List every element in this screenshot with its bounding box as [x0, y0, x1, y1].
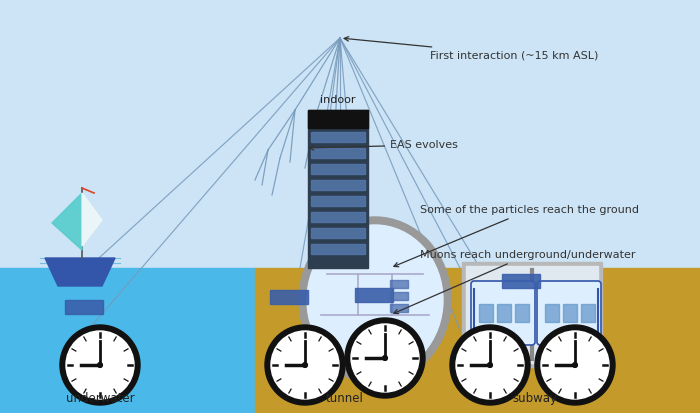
Bar	[311, 132, 365, 142]
Bar	[311, 244, 365, 254]
Bar	[311, 196, 365, 206]
Bar	[0, 0, 700, 268]
Circle shape	[488, 363, 492, 368]
Bar	[479, 304, 493, 322]
Bar	[545, 304, 559, 322]
Text: tunnel: tunnel	[326, 392, 364, 405]
Circle shape	[383, 356, 387, 361]
Bar	[311, 228, 365, 238]
Bar	[581, 304, 595, 322]
Bar	[390, 280, 408, 288]
Circle shape	[541, 331, 609, 399]
Bar	[308, 110, 368, 268]
Circle shape	[302, 363, 307, 368]
FancyBboxPatch shape	[471, 281, 535, 345]
Bar	[270, 290, 308, 304]
Bar	[311, 164, 365, 174]
Text: indoor: indoor	[321, 95, 356, 105]
Bar	[466, 266, 598, 363]
Circle shape	[265, 325, 345, 405]
Circle shape	[60, 325, 140, 405]
Bar	[255, 268, 700, 413]
Bar	[390, 292, 408, 300]
Ellipse shape	[299, 217, 451, 383]
Bar	[308, 110, 368, 128]
Bar	[515, 304, 529, 322]
Circle shape	[351, 324, 419, 392]
FancyBboxPatch shape	[537, 281, 601, 345]
Bar	[462, 262, 602, 367]
Bar	[311, 212, 365, 222]
Polygon shape	[52, 193, 82, 250]
Bar	[65, 300, 103, 314]
Circle shape	[66, 331, 134, 399]
Bar	[497, 304, 511, 322]
Polygon shape	[45, 258, 115, 286]
Text: EAS evolves: EAS evolves	[309, 140, 458, 150]
Text: First interaction (~15 km ASL): First interaction (~15 km ASL)	[344, 37, 598, 60]
Bar	[0, 268, 255, 413]
Bar	[355, 288, 393, 302]
Text: underwater: underwater	[66, 392, 134, 405]
Circle shape	[450, 325, 530, 405]
Circle shape	[97, 363, 102, 368]
Bar	[311, 180, 365, 190]
Circle shape	[573, 363, 577, 368]
Text: Some of the particles reach the ground: Some of the particles reach the ground	[394, 205, 639, 267]
Bar	[502, 274, 540, 288]
Ellipse shape	[307, 225, 443, 375]
Circle shape	[535, 325, 615, 405]
Text: subway: subway	[512, 392, 557, 405]
Polygon shape	[82, 193, 102, 246]
Circle shape	[345, 318, 425, 398]
Bar	[563, 304, 577, 322]
Bar	[390, 304, 408, 312]
Circle shape	[271, 331, 339, 399]
Circle shape	[456, 331, 524, 399]
Text: Muons reach underground/underwater: Muons reach underground/underwater	[394, 250, 636, 313]
Bar	[311, 148, 365, 158]
